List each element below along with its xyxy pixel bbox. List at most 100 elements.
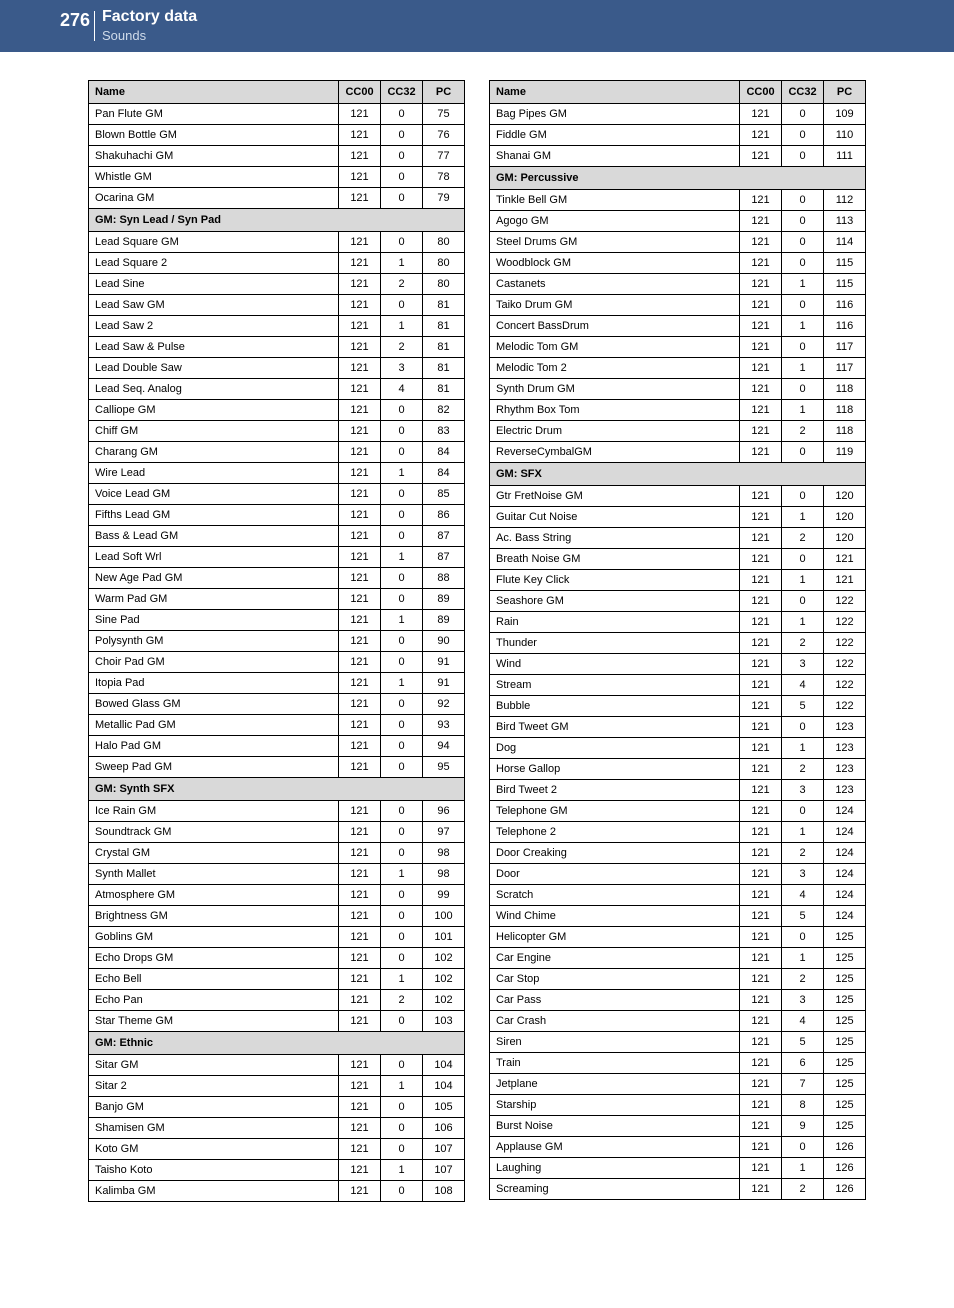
cell-pc: 104 [423,1076,465,1097]
table-row: Sitar GM1210104 [89,1055,465,1076]
section-header: GM: SFX [490,463,866,486]
table-row: Sweep Pad GM121095 [89,757,465,778]
cell-cc00: 121 [339,1160,381,1181]
cell-name: Goblins GM [89,927,339,948]
cell-cc32: 0 [381,757,423,778]
cell-pc: 88 [423,568,465,589]
col-name: Name [490,81,740,104]
table-row: Shanai GM1210111 [490,146,866,167]
cell-name: ReverseCymbalGM [490,442,740,463]
cell-name: Pan Flute GM [89,104,339,125]
cell-cc00: 121 [740,654,782,675]
cell-name: New Age Pad GM [89,568,339,589]
cell-cc00: 121 [740,104,782,125]
cell-cc32: 0 [381,104,423,125]
cell-pc: 114 [824,232,866,253]
cell-cc00: 121 [339,505,381,526]
cell-cc00: 121 [740,927,782,948]
cell-cc00: 121 [740,759,782,780]
cell-cc32: 1 [381,864,423,885]
cell-cc32: 1 [782,316,824,337]
cell-cc00: 121 [740,633,782,654]
cell-cc32: 0 [381,906,423,927]
cell-cc32: 2 [381,274,423,295]
cell-name: Door Creaking [490,843,740,864]
cell-pc: 124 [824,822,866,843]
cell-cc00: 121 [339,652,381,673]
table-header-row: Name CC00 CC32 PC [490,81,866,104]
cell-cc00: 121 [339,843,381,864]
cell-name: Car Crash [490,1011,740,1032]
cell-cc00: 121 [740,146,782,167]
table-row: Lead Square 2121180 [89,253,465,274]
cell-name: Tinkle Bell GM [490,190,740,211]
cell-name: Echo Bell [89,969,339,990]
cell-cc00: 121 [740,864,782,885]
cell-cc00: 121 [339,125,381,146]
cell-pc: 87 [423,526,465,547]
cell-pc: 79 [423,188,465,209]
cell-pc: 80 [423,274,465,295]
cell-cc00: 121 [740,400,782,421]
cell-cc32: 0 [381,948,423,969]
cell-cc32: 2 [782,843,824,864]
cell-name: Calliope GM [89,400,339,421]
cell-name: Polysynth GM [89,631,339,652]
cell-cc00: 121 [740,696,782,717]
cell-pc: 125 [824,1053,866,1074]
cell-name: Bird Tweet 2 [490,780,740,801]
cell-name: Bubble [490,696,740,717]
table-row: Door1213124 [490,864,866,885]
cell-name: Scratch [490,885,740,906]
cell-pc: 125 [824,948,866,969]
table-row: Screaming1212126 [490,1179,866,1200]
cell-pc: 85 [423,484,465,505]
cell-name: Lead Square GM [89,232,339,253]
cell-pc: 116 [824,316,866,337]
table-row: Itopia Pad121191 [89,673,465,694]
cell-pc: 97 [423,822,465,843]
col-name: Name [89,81,339,104]
cell-cc32: 1 [381,1076,423,1097]
table-row: Concert BassDrum1211116 [490,316,866,337]
table-row: Woodblock GM1210115 [490,253,866,274]
cell-cc00: 121 [740,1032,782,1053]
cell-name: Applause GM [490,1137,740,1158]
cell-cc00: 121 [740,717,782,738]
cell-cc00: 121 [740,801,782,822]
cell-pc: 83 [423,421,465,442]
cell-cc32: 0 [782,190,824,211]
table-row: GM: Percussive [490,167,866,190]
table-row: Koto GM1210107 [89,1139,465,1160]
cell-cc32: 1 [782,400,824,421]
cell-name: Bowed Glass GM [89,694,339,715]
cell-pc: 125 [824,1116,866,1137]
table-row: Lead Square GM121080 [89,232,465,253]
cell-name: Shanai GM [490,146,740,167]
cell-name: Warm Pad GM [89,589,339,610]
cell-name: Laughing [490,1158,740,1179]
cell-cc00: 121 [740,780,782,801]
cell-pc: 89 [423,610,465,631]
cell-cc32: 1 [381,463,423,484]
table-header-row: Name CC00 CC32 PC [89,81,465,104]
cell-cc32: 1 [381,547,423,568]
cell-cc32: 2 [782,1179,824,1200]
cell-pc: 108 [423,1181,465,1202]
table-row: Voice Lead GM121085 [89,484,465,505]
cell-cc32: 0 [782,442,824,463]
cell-cc00: 121 [339,822,381,843]
col-cc00: CC00 [740,81,782,104]
cell-pc: 125 [824,1095,866,1116]
cell-cc00: 121 [339,400,381,421]
cell-cc00: 121 [740,990,782,1011]
section-header: GM: Percussive [490,167,866,190]
cell-cc32: 1 [782,948,824,969]
table-row: Star Theme GM1210103 [89,1011,465,1032]
cell-cc00: 121 [339,885,381,906]
cell-pc: 125 [824,969,866,990]
cell-name: Banjo GM [89,1097,339,1118]
cell-name: Wind [490,654,740,675]
cell-name: Melodic Tom 2 [490,358,740,379]
cell-name: Burst Noise [490,1116,740,1137]
